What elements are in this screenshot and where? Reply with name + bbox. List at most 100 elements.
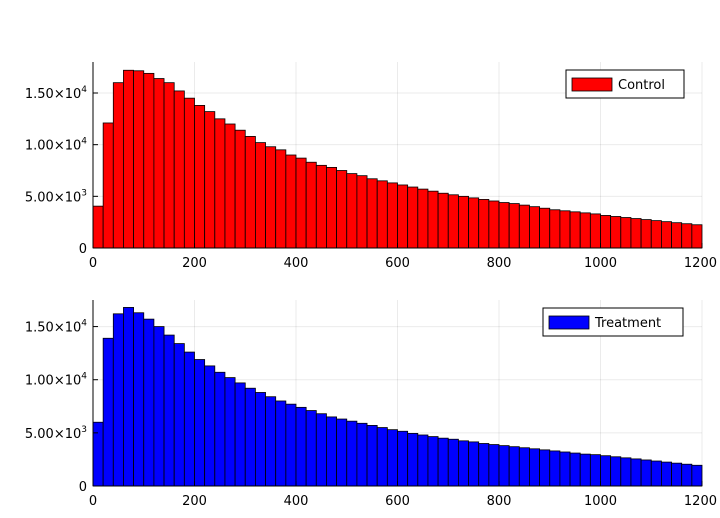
histogram-bar <box>457 440 469 487</box>
histogram-bar <box>569 452 581 487</box>
histogram-bar <box>244 387 256 487</box>
histogram-bar <box>153 326 165 487</box>
histogram-bar <box>468 441 480 487</box>
histogram-bar <box>112 313 124 487</box>
histogram-bar <box>356 175 368 249</box>
histogram-bar <box>457 195 469 249</box>
x-tick-label: 800 <box>487 256 512 271</box>
histogram-bar <box>214 371 226 487</box>
x-tick-label: 400 <box>284 494 309 509</box>
y-tick-label: 1.00×104 <box>25 372 87 389</box>
histogram-bar <box>600 455 612 487</box>
histogram-bar <box>295 157 307 249</box>
histogram-bar <box>661 221 672 249</box>
histogram-bar <box>326 416 338 487</box>
histogram-bar <box>386 429 398 487</box>
histogram-bar <box>427 436 439 487</box>
y-tick-label: 1.50×104 <box>25 85 87 102</box>
histogram-bar <box>254 392 266 487</box>
histogram-bar <box>640 459 652 487</box>
y-tick-label: 1.00×104 <box>25 137 87 154</box>
histogram-bar <box>244 135 256 249</box>
histogram-bar <box>559 210 571 249</box>
histogram-bar <box>579 212 591 249</box>
legend-swatch <box>571 77 613 92</box>
y-tick-label: 5.00×103 <box>25 425 87 442</box>
histogram-bar <box>661 461 672 487</box>
histogram-bar <box>173 90 185 249</box>
histogram-bar <box>681 223 693 249</box>
y-tick-label: 0 <box>79 242 87 257</box>
histogram-bar <box>539 449 551 487</box>
histogram-bar <box>315 413 327 487</box>
histogram-bar <box>356 422 368 487</box>
histogram-bar <box>691 224 703 249</box>
histogram-bar <box>194 105 206 249</box>
histogram-bar <box>265 146 277 249</box>
histogram-bar <box>437 437 449 487</box>
histogram-bar <box>183 351 195 487</box>
histogram-bar <box>498 202 510 249</box>
histogram-bar <box>133 312 145 487</box>
histogram-bar <box>579 453 591 487</box>
histogram-bar <box>92 421 104 487</box>
histogram-bar <box>305 161 317 249</box>
histogram-bar <box>447 438 459 487</box>
histogram-bar <box>589 454 601 487</box>
histogram-bar <box>437 192 449 249</box>
histogram-bar <box>386 182 398 249</box>
histogram-bar <box>224 377 236 487</box>
x-tick-label: 0 <box>89 494 97 509</box>
histogram-bar <box>285 403 297 487</box>
histogram-bar <box>143 72 155 249</box>
histogram-bar <box>589 213 601 249</box>
histogram-bar <box>407 186 419 249</box>
histogram-bar <box>610 456 622 487</box>
histogram-bar <box>417 434 429 487</box>
histogram-bar <box>366 425 378 487</box>
histogram-bar <box>478 443 490 487</box>
histogram-bar <box>376 180 388 249</box>
y-tick-label: 5.00×103 <box>25 188 87 205</box>
bars-group <box>92 69 703 249</box>
histogram-bar <box>518 204 530 249</box>
histogram-bar <box>123 69 134 249</box>
treatment-histogram-panel: 0 200 400 600 800 1000 1200 0 5.00×103 1.00×104 1.… <box>25 300 717 509</box>
x-tick-label: 0 <box>89 256 97 271</box>
histogram-bar <box>508 446 520 487</box>
histogram-bar <box>447 194 459 249</box>
histogram-bar <box>92 205 104 249</box>
histogram-bar <box>640 219 652 249</box>
histogram-bar <box>346 420 358 487</box>
histogram-bar <box>468 197 480 249</box>
histogram-bar <box>204 365 216 487</box>
histogram-bar <box>133 70 145 249</box>
legend-label: Control <box>618 78 665 93</box>
histogram-bar <box>498 445 510 487</box>
histogram-bar <box>285 154 297 249</box>
histogram-bar <box>488 444 500 487</box>
y-tick-label: 1.50×104 <box>25 319 87 336</box>
legend-label: Treatment <box>594 316 661 331</box>
histogram-bar <box>671 222 683 249</box>
histogram-bar <box>305 410 317 487</box>
histogram-bar <box>326 166 338 249</box>
histogram-bar <box>163 334 175 487</box>
histogram-bar <box>650 460 662 487</box>
histogram-bar <box>336 418 348 487</box>
histogram-bar <box>549 209 561 249</box>
histogram-bar <box>275 400 287 487</box>
histogram-bar <box>112 82 124 249</box>
histogram-bar <box>539 207 551 249</box>
control-histogram-panel: 0 200 400 600 800 1000 1200 0 5.00×103 1.00×104 1.… <box>25 62 717 271</box>
histogram-bar <box>204 111 216 249</box>
histogram-bar <box>234 129 246 249</box>
x-tick-label: 1200 <box>684 494 717 509</box>
histogram-bar <box>275 149 287 249</box>
histogram-bar <box>691 464 703 487</box>
histogram-bar <box>254 142 266 249</box>
histogram-bar <box>295 406 307 487</box>
histogram-bar <box>102 122 114 249</box>
histogram-bar <box>214 118 226 249</box>
x-tick-label: 1000 <box>584 494 617 509</box>
